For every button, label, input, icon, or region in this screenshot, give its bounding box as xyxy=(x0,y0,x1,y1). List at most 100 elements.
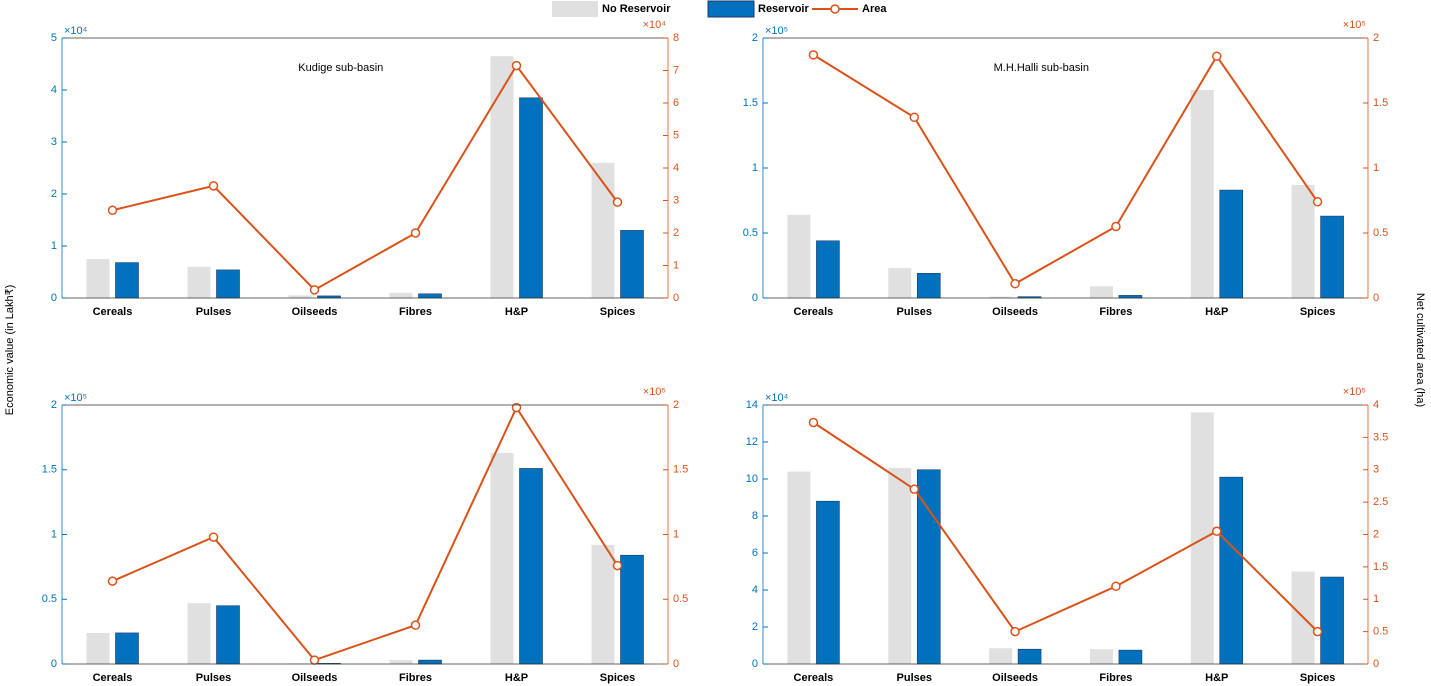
x-tick-label: Spices xyxy=(1300,306,1335,318)
area-marker xyxy=(1010,626,1020,637)
bar xyxy=(816,500,840,665)
area-marker xyxy=(1212,526,1222,537)
area-marker xyxy=(208,181,219,191)
subplot-title: Kudige sub-basin xyxy=(298,62,383,74)
x-tick-label: Oilseeds xyxy=(292,672,338,684)
bar xyxy=(418,293,442,299)
y-tick-label: 12 xyxy=(746,436,758,448)
y2-tick-label: 2 xyxy=(673,399,679,411)
area-marker xyxy=(909,112,919,123)
area-line xyxy=(112,405,619,662)
bar xyxy=(1190,90,1214,298)
area-marker xyxy=(1111,581,1121,592)
y2-tick-label: 0 xyxy=(1373,658,1379,670)
y2-tick-label: 1.5 xyxy=(673,464,688,476)
y-tick-label: 1 xyxy=(51,528,57,540)
y2-tick-label: 2.5 xyxy=(1373,496,1388,508)
y-tick-label: 8 xyxy=(752,510,758,522)
x-tick-label: Fibres xyxy=(399,306,432,318)
y2-multiplier: ×10⁵ xyxy=(1343,386,1366,398)
y-tick-label: 2 xyxy=(752,32,758,44)
y2-tick-label: 8 xyxy=(673,32,679,44)
bar xyxy=(519,97,543,299)
bar xyxy=(216,605,240,665)
bar xyxy=(115,262,139,299)
y-tick-label: 1 xyxy=(752,162,758,174)
y2-tick-label: 0 xyxy=(673,292,679,304)
y-multiplier: ×10⁵ xyxy=(64,392,87,404)
bar xyxy=(1089,286,1113,298)
y-tick-label: 0 xyxy=(51,292,57,304)
bar xyxy=(591,162,615,298)
bar xyxy=(490,56,514,299)
y-tick-label: 14 xyxy=(746,399,758,411)
y-tick-label: 0 xyxy=(51,658,57,670)
y2-tick-label: 2 xyxy=(1373,32,1379,44)
y-tick-label: 2 xyxy=(51,188,57,200)
area-marker xyxy=(208,532,219,542)
area-marker xyxy=(1312,626,1323,637)
y-multiplier: ×10⁴ xyxy=(64,25,88,37)
area-marker xyxy=(808,50,819,60)
x-tick-label: Oilseeds xyxy=(992,672,1038,684)
bar xyxy=(490,452,514,664)
legend-label: Area xyxy=(862,3,887,15)
y2-tick-label: 2 xyxy=(673,227,679,239)
area-marker xyxy=(808,417,819,428)
x-tick-label: Spices xyxy=(600,306,635,318)
y-tick-label: 0 xyxy=(752,292,758,304)
x-tick-label: Spices xyxy=(600,672,635,684)
x-tick-label: H&P xyxy=(1205,672,1228,684)
y-axis-label: Economic value (in Lakh₹) xyxy=(4,285,16,416)
x-tick-label: Pulses xyxy=(897,306,932,318)
x-tick-label: Oilseeds xyxy=(292,306,338,318)
bar xyxy=(86,259,110,298)
y2-tick-label: 2 xyxy=(1373,528,1379,540)
area-marker xyxy=(107,576,118,586)
y-tick-label: 6 xyxy=(752,547,758,559)
y-tick-label: 1 xyxy=(51,240,57,252)
area-marker xyxy=(1312,197,1323,207)
bar xyxy=(1017,648,1042,665)
bar xyxy=(1320,576,1344,665)
legend-label: No Reservoir xyxy=(602,3,671,15)
bar xyxy=(216,269,240,299)
y-multiplier: ×10⁴ xyxy=(765,392,789,404)
y2-axis-label: Net cultivated area (ha) xyxy=(1414,293,1426,407)
x-tick-label: Cereals xyxy=(93,672,133,684)
x-tick-label: Fibres xyxy=(1099,306,1132,318)
y2-tick-label: 4 xyxy=(673,162,679,174)
bar xyxy=(989,648,1013,664)
y2-tick-label: 0 xyxy=(1373,292,1379,304)
bar xyxy=(816,240,840,299)
y-tick-label: 2 xyxy=(51,399,57,411)
x-tick-label: Oilseeds xyxy=(992,306,1038,318)
bar xyxy=(916,272,941,299)
legend-marker xyxy=(830,4,840,14)
y-tick-label: 1.5 xyxy=(42,464,57,476)
bar xyxy=(1118,649,1143,665)
x-tick-label: Fibres xyxy=(399,672,432,684)
y-tick-label: 3 xyxy=(51,136,57,148)
y2-multiplier: ×10⁴ xyxy=(643,19,667,31)
bar xyxy=(288,295,312,298)
y-tick-label: 0.5 xyxy=(743,227,758,239)
area-marker xyxy=(1212,51,1222,61)
y2-tick-label: 1 xyxy=(673,259,679,271)
bar xyxy=(787,214,811,298)
bar xyxy=(389,660,413,664)
x-tick-label: H&P xyxy=(505,672,528,684)
area-marker xyxy=(909,484,919,494)
legend-swatch xyxy=(707,0,755,18)
legend-swatch xyxy=(552,1,598,17)
y2-tick-label: 4 xyxy=(1373,399,1379,411)
x-tick-label: Cereals xyxy=(794,306,834,318)
area-marker xyxy=(612,560,623,571)
y2-tick-label: 0 xyxy=(673,658,679,670)
y2-tick-label: 7 xyxy=(673,64,679,76)
y-tick-label: 4 xyxy=(752,584,758,596)
x-tick-label: Pulses xyxy=(897,672,932,684)
bar xyxy=(418,659,442,665)
bar xyxy=(888,467,912,664)
